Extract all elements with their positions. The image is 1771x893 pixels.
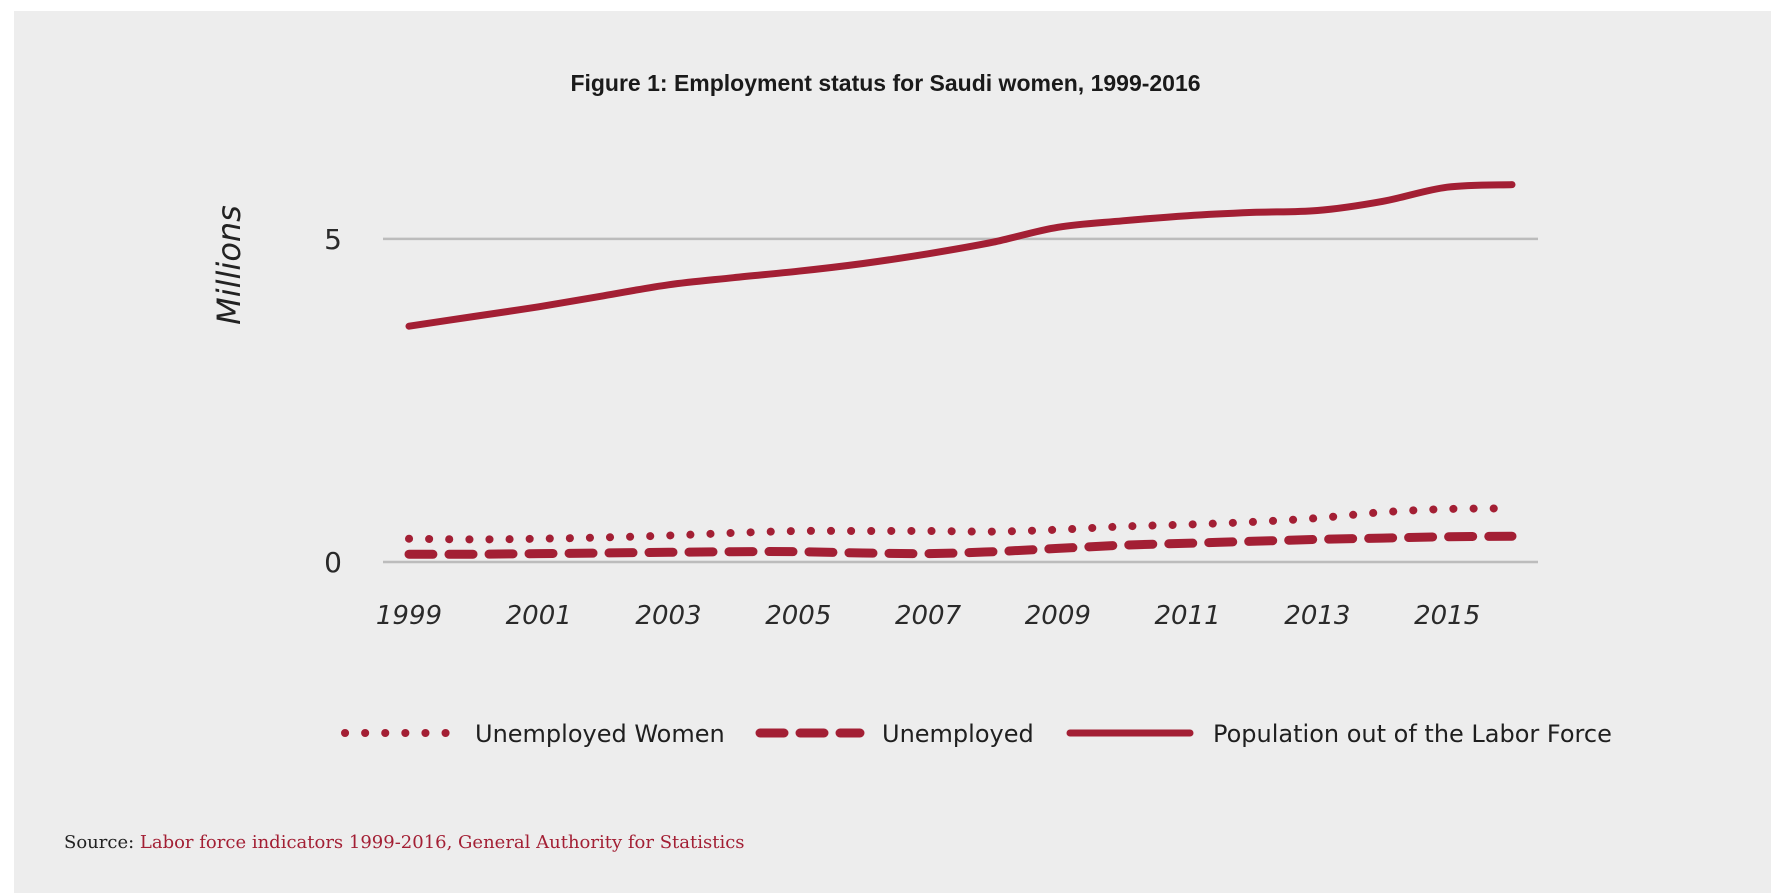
x-tick-label: 2007 (895, 601, 962, 631)
gridlines (383, 237, 1538, 564)
y-axis-label: Millions (210, 205, 248, 325)
legend-label: Population out of the Labor Force (1213, 720, 1612, 748)
x-tick-label: 2001 (506, 601, 572, 631)
y-tick-label: 5 (324, 223, 342, 256)
x-axis-ticks: 1999 2001 2003 2005 2007 2009 2011 2013 2015 (376, 601, 1480, 631)
x-tick-label: 2005 (765, 601, 831, 631)
legend-label: Unemployed (882, 720, 1034, 748)
source-link[interactable]: Labor force indicators 1999-2016, Genera… (139, 832, 745, 853)
y-axis-ticks: 05 (324, 223, 342, 579)
x-tick-label: 2015 (1414, 601, 1480, 631)
legend-label: Unemployed Women (475, 720, 725, 748)
series-line-population-out-of-the-labor-force (405, 181, 1516, 330)
x-tick-label: 2013 (1284, 601, 1350, 631)
x-tick-label: 1999 (376, 601, 442, 631)
chart-title: Figure 1: Employment status for Saudi wo… (570, 70, 1201, 96)
y-axis-label-group: Millions (210, 205, 248, 325)
x-tick-label: 2011 (1155, 601, 1221, 631)
chart-panel (14, 11, 1771, 893)
series-line-unemployed (404, 531, 1517, 559)
legend: Unemployed Women Unemployed Population out… (341, 720, 1612, 748)
legend-item-population-out-of-the-labor-force: Population out of the Labor Force (1066, 720, 1612, 748)
source-note: Source: Labor force indicators 1999-2016… (64, 832, 745, 853)
source-prefix: Source: (64, 832, 140, 853)
legend-item-unemployed: Unemployed (755, 720, 1034, 748)
legend-item-unemployed-women: Unemployed Women (341, 720, 725, 748)
y-tick-label: 0 (324, 546, 342, 579)
x-tick-label: 2009 (1025, 601, 1091, 631)
x-tick-label: 2003 (635, 601, 701, 631)
series-lines (404, 181, 1517, 559)
